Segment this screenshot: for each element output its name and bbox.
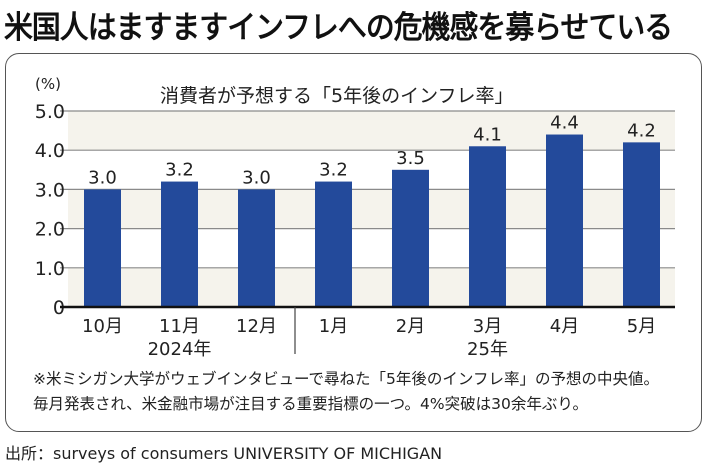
bar [546, 134, 583, 307]
chart-panel [5, 53, 702, 432]
bar [238, 189, 275, 307]
headline: 米国人はますますインフレへの危機感を募らせている [4, 10, 673, 46]
y-tick-label: 0 [53, 297, 65, 319]
x-tick-label: 12月 [236, 316, 277, 337]
x-tick-label: 5月 [627, 316, 656, 337]
x-tick-label: 4月 [550, 316, 579, 337]
bar [84, 189, 121, 307]
bar [392, 169, 429, 307]
y-tick-label: 3.0 [35, 179, 65, 201]
year-group-label: 25年 [467, 339, 508, 360]
grid-band [68, 111, 675, 151]
bar-value-label: 3.2 [319, 160, 348, 181]
bar-value-label: 3.5 [396, 148, 425, 169]
x-tick-label: 2月 [396, 316, 425, 337]
y-tick-label: 2.0 [35, 219, 65, 241]
chart-title: 消費者が予想する「5年後のインフレ率」 [160, 85, 514, 107]
y-axis-unit-label: (%) [35, 75, 61, 93]
bar [623, 142, 660, 307]
bar [469, 146, 506, 307]
source-credit: 出所：surveys of consumers UNIVERSITY OF MI… [5, 444, 443, 463]
bar-value-label: 3.2 [165, 160, 194, 181]
bar-value-label: 3.0 [88, 167, 117, 188]
bar [315, 181, 352, 307]
bar-value-label: 4.1 [473, 124, 502, 145]
bar-value-label: 4.4 [550, 113, 579, 134]
x-tick-label: 11月 [159, 316, 200, 337]
bar-value-label: 4.2 [627, 120, 656, 141]
x-tick-label: 10月 [82, 316, 123, 337]
x-tick-label: 3月 [473, 316, 502, 337]
y-tick-label: 1.0 [35, 258, 65, 280]
grid-band [68, 189, 675, 229]
footnote-line-2: 毎月発表され、米金融市場が注目する重要指標の一つ。4%突破は30余年ぶり。 [33, 395, 589, 413]
x-tick-label: 1月 [319, 316, 348, 337]
bar [161, 181, 198, 307]
footnote-line-1: ※米ミシガン大学がウェブインタビューで尋ねた「5年後のインフレ率」の予想の中央値… [33, 370, 659, 388]
grid-band [68, 267, 675, 307]
y-tick-label: 5.0 [35, 101, 65, 123]
bar-value-label: 3.0 [242, 167, 271, 188]
y-tick-label: 4.0 [35, 140, 65, 162]
year-group-label: 2024年 [148, 339, 212, 360]
